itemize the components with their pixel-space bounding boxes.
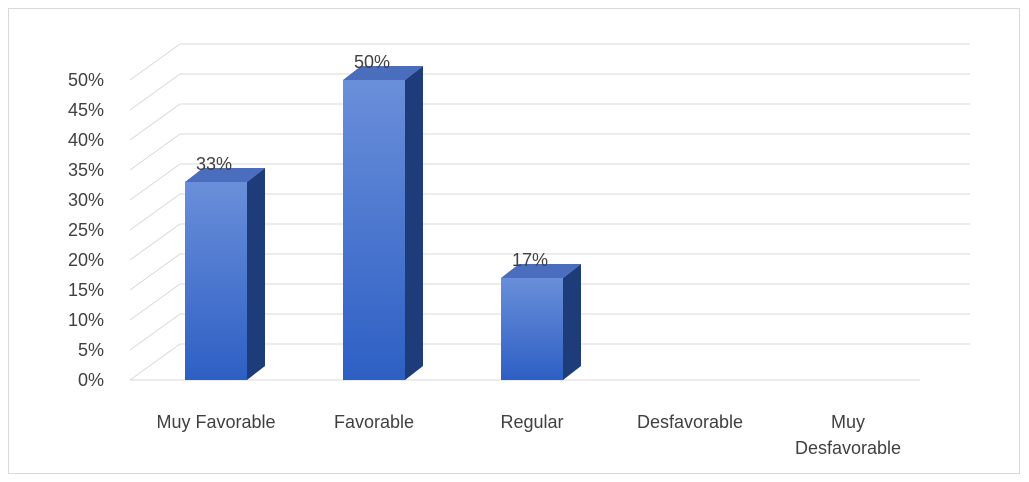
y-tick-label: 35% xyxy=(68,160,104,180)
bar-top xyxy=(185,168,265,182)
category-label: Desfavorable xyxy=(637,412,743,432)
data-label: 17% xyxy=(512,250,548,270)
gridline-depth xyxy=(129,193,181,231)
x-axis-categories: Muy Favorable Favorable Regular Desfavorabl… xyxy=(156,412,901,458)
gridline-depth xyxy=(129,223,181,261)
gridline-depth xyxy=(129,43,181,81)
category-label: Muy xyxy=(831,412,865,432)
chart-frame xyxy=(8,8,1020,474)
gridline-depth xyxy=(129,133,181,171)
gridlines xyxy=(129,43,970,381)
category-label: Desfavorable xyxy=(795,438,901,458)
y-tick-label: 50% xyxy=(68,70,104,90)
bars xyxy=(185,66,581,380)
y-tick-label: 15% xyxy=(68,280,104,300)
bar xyxy=(343,80,405,380)
y-tick-label: 0% xyxy=(78,370,104,390)
gridline-depth xyxy=(129,283,181,321)
y-tick-label: 20% xyxy=(68,250,104,270)
gridline-depth xyxy=(129,103,181,141)
y-axis-ticks: 0% 5% 10% 15% 20% 25% 30% 35% 40% 45% 50% xyxy=(68,70,104,390)
data-label: 33% xyxy=(196,154,232,174)
bar-top xyxy=(501,264,581,278)
bar xyxy=(185,182,247,380)
y-tick-label: 30% xyxy=(68,190,104,210)
category-label: Favorable xyxy=(334,412,414,432)
y-tick-label: 10% xyxy=(68,310,104,330)
gridline-depth xyxy=(129,343,181,381)
y-tick-label: 25% xyxy=(68,220,104,240)
gridline-depth xyxy=(129,313,181,351)
category-label: Regular xyxy=(500,412,563,432)
gridline-depth xyxy=(129,163,181,201)
data-labels: 33% 50% 17% xyxy=(196,52,548,270)
data-label: 50% xyxy=(354,52,390,72)
bar-side xyxy=(405,66,423,380)
y-tick-label: 5% xyxy=(78,340,104,360)
gridline-depth xyxy=(129,73,181,111)
bar xyxy=(501,278,563,380)
gridline-depth xyxy=(129,253,181,291)
y-tick-label: 45% xyxy=(68,100,104,120)
bar-top xyxy=(343,66,423,80)
bar-side xyxy=(247,168,265,380)
bar-side xyxy=(563,264,581,380)
y-tick-label: 40% xyxy=(68,130,104,150)
category-label: Muy Favorable xyxy=(156,412,275,432)
